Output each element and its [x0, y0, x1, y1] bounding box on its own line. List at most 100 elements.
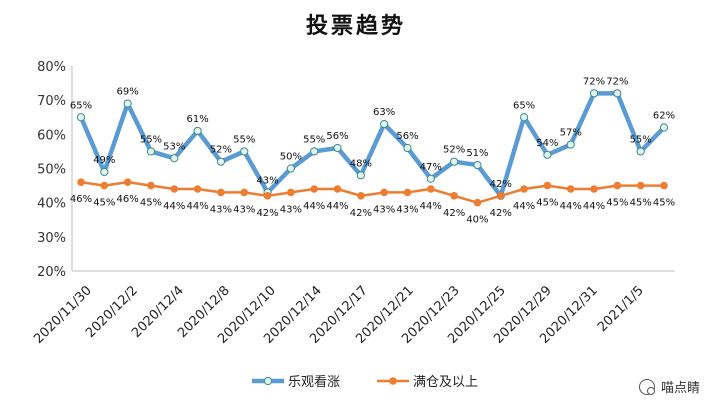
y-tick-label: 80%	[37, 60, 66, 75]
data-label: 42%	[256, 208, 278, 219]
data-label: 44%	[583, 201, 605, 212]
data-point	[589, 89, 599, 98]
data-label: 43%	[233, 204, 255, 215]
data-point	[333, 143, 342, 153]
data-point	[216, 157, 226, 166]
data-label: 57%	[560, 128, 582, 139]
data-point	[450, 192, 458, 200]
data-label: 42%	[443, 208, 465, 219]
data-point	[543, 181, 552, 190]
data-label: 44%	[326, 201, 348, 212]
data-label: 44%	[513, 201, 535, 212]
data-label: 44%	[163, 201, 185, 212]
data-point	[193, 185, 202, 193]
data-label: 62%	[653, 111, 675, 122]
data-point	[356, 171, 365, 180]
data-label: 65%	[513, 100, 535, 111]
data-point	[100, 167, 109, 177]
data-point	[217, 188, 225, 197]
y-tick-label: 20%	[37, 265, 66, 280]
legend-marker	[389, 377, 397, 385]
data-point	[380, 188, 388, 197]
data-label: 48%	[350, 158, 372, 169]
data-label: 45%	[630, 198, 652, 209]
data-label: 44%	[560, 201, 582, 212]
data-point	[100, 181, 109, 190]
legend-label: 满仓及以上	[413, 375, 478, 390]
y-tick-label: 40%	[37, 197, 66, 212]
series-line-0	[78, 91, 666, 199]
legend-marker	[263, 376, 273, 386]
y-tick-label: 70%	[37, 94, 66, 109]
data-label: 47%	[420, 162, 442, 173]
chart-title: 投票趋势	[305, 13, 406, 39]
data-label: 55%	[303, 134, 325, 145]
data-label: 43%	[396, 204, 418, 215]
data-label: 46%	[70, 194, 92, 205]
data-label: 55%	[630, 134, 652, 145]
data-label: 40%	[466, 215, 488, 226]
x-tick-label: 2021/1/5	[595, 283, 647, 335]
data-label: 50%	[280, 152, 302, 163]
data-label: 45%	[606, 198, 628, 209]
data-point	[286, 164, 295, 173]
data-label: 55%	[140, 134, 162, 145]
data-label: 63%	[373, 107, 395, 118]
data-label: 54%	[536, 138, 558, 149]
data-label: 44%	[186, 201, 208, 212]
data-point	[496, 192, 505, 200]
data-point	[543, 150, 552, 159]
data-point	[240, 147, 249, 156]
data-point	[170, 185, 179, 193]
data-label: 44%	[420, 201, 442, 212]
data-label: 45%	[536, 198, 558, 209]
data-point	[427, 185, 435, 193]
data-point	[519, 113, 529, 122]
data-point	[426, 174, 435, 183]
data-label: 55%	[233, 134, 255, 145]
x-tick-label: 2020/11/30	[31, 283, 95, 347]
data-label: 52%	[443, 145, 465, 156]
data-point	[613, 89, 622, 98]
data-point	[450, 157, 459, 166]
data-label: 43%	[210, 204, 232, 215]
series-line-1	[80, 180, 664, 204]
data-point	[566, 140, 575, 149]
data-label: 51%	[466, 148, 488, 159]
y-tick-label: 50%	[37, 163, 66, 178]
data-point	[333, 185, 342, 193]
data-point	[590, 185, 598, 193]
data-point	[287, 188, 295, 197]
legend-label: 乐观看涨	[288, 374, 340, 390]
data-point	[380, 119, 389, 129]
data-point	[636, 147, 645, 156]
watermark-text: 喵点睛	[660, 381, 700, 396]
data-label: 72%	[583, 76, 605, 87]
watermark: 喵点睛	[638, 377, 700, 396]
wechat-icon	[638, 378, 655, 395]
data-point	[123, 178, 132, 186]
data-point	[473, 198, 482, 207]
data-point	[357, 192, 365, 200]
data-label: 61%	[186, 114, 208, 125]
data-label: 69%	[117, 87, 139, 98]
data-point	[613, 181, 622, 190]
data-label: 45%	[93, 198, 115, 209]
data-label: 43%	[373, 204, 395, 215]
data-point	[170, 154, 179, 163]
data-point	[77, 178, 85, 186]
data-label: 42%	[490, 179, 512, 190]
data-label: 53%	[163, 141, 185, 152]
data-point	[566, 185, 575, 193]
y-tick-label: 30%	[37, 231, 66, 246]
data-point	[636, 181, 645, 190]
data-point	[310, 185, 319, 193]
data-label: 45%	[140, 198, 162, 209]
data-point	[659, 123, 669, 132]
data-label: 45%	[653, 198, 675, 209]
data-label: 49%	[93, 155, 115, 166]
data-point	[473, 160, 482, 170]
data-label: 42%	[490, 208, 512, 219]
